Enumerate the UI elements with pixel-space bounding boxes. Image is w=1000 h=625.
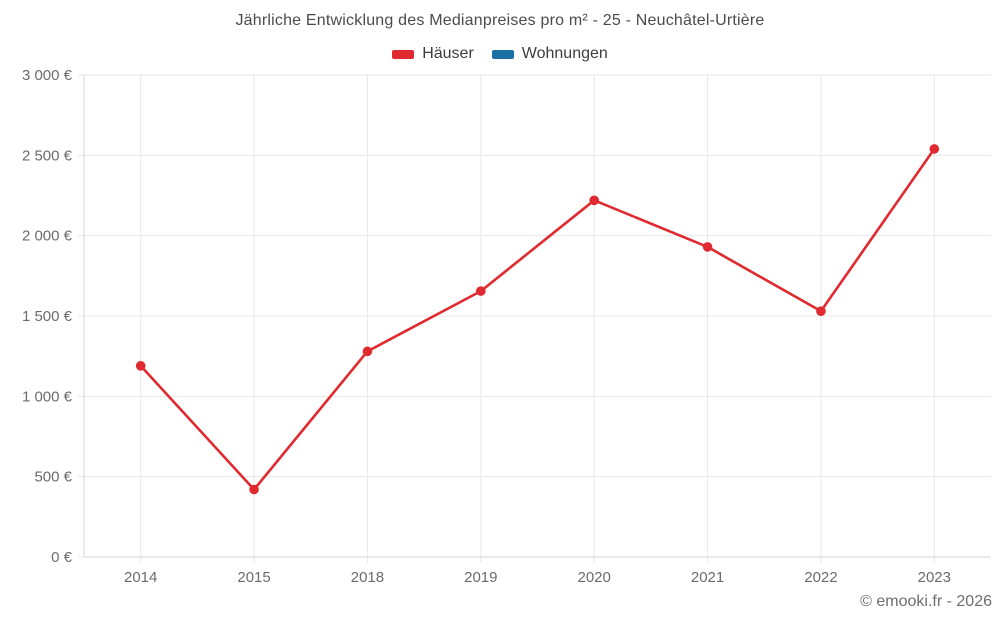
x-axis-tick-label: 2020 — [578, 569, 611, 586]
legend-item-wohnungen[interactable]: Wohnungen — [491, 45, 608, 63]
y-axis-tick-label: 1 500 € — [22, 308, 73, 325]
data-point-h-user-2022[interactable] — [816, 306, 826, 316]
wohnungen-series-swatch-icon — [491, 49, 514, 59]
chart-title: Jährliche Entwicklung des Medianpreises … — [235, 12, 765, 29]
x-axis-tick-label: 2022 — [804, 569, 837, 586]
x-axis-tick-label: 2023 — [918, 569, 951, 586]
y-axis-tick-label: 2 000 € — [22, 228, 73, 245]
series-line-h-user — [139, 147, 936, 491]
x-axis-tick-label: 2019 — [464, 569, 497, 586]
data-point-h-user-2015[interactable] — [249, 484, 259, 495]
data-point-h-user-2019[interactable] — [476, 286, 486, 296]
y-axis-tick-label: 0 € — [51, 549, 73, 566]
data-point-h-user-2014[interactable] — [135, 361, 146, 371]
legend: Häuser Wohnungen — [0, 45, 1000, 63]
y-axis-tick-label: 1 000 € — [22, 388, 73, 405]
haeuser-series-swatch-icon — [392, 49, 415, 59]
x-axis-tick-label: 2014 — [124, 569, 157, 586]
data-point-h-user-2018[interactable] — [362, 346, 373, 357]
median-price-line-chart: 0 € 500 € 1 000 € 1 500 € 2 000 € 2 500 € 3 00… — [22, 67, 991, 586]
copyright-footer: © emooki.fr - 2026 — [860, 593, 992, 610]
x-axis-tick-label: 2018 — [351, 569, 384, 586]
data-point-h-user-2020[interactable] — [589, 195, 599, 206]
data-point-h-user-2023[interactable] — [929, 144, 940, 154]
data-point-h-user-2021[interactable] — [702, 242, 713, 252]
legend-label-haeuser: Häuser — [422, 45, 474, 62]
y-axis-tick-label: 2 500 € — [22, 147, 73, 164]
legend-item-haeuser[interactable]: Häuser — [392, 45, 474, 63]
y-axis-tick-label: 500 € — [34, 469, 72, 486]
x-axis-tick-label: 2021 — [691, 569, 724, 586]
y-axis-tick-label: 3 000 € — [22, 67, 73, 84]
x-axis-tick-label: 2015 — [237, 569, 270, 586]
legend-label-wohnungen: Wohnungen — [521, 45, 608, 62]
